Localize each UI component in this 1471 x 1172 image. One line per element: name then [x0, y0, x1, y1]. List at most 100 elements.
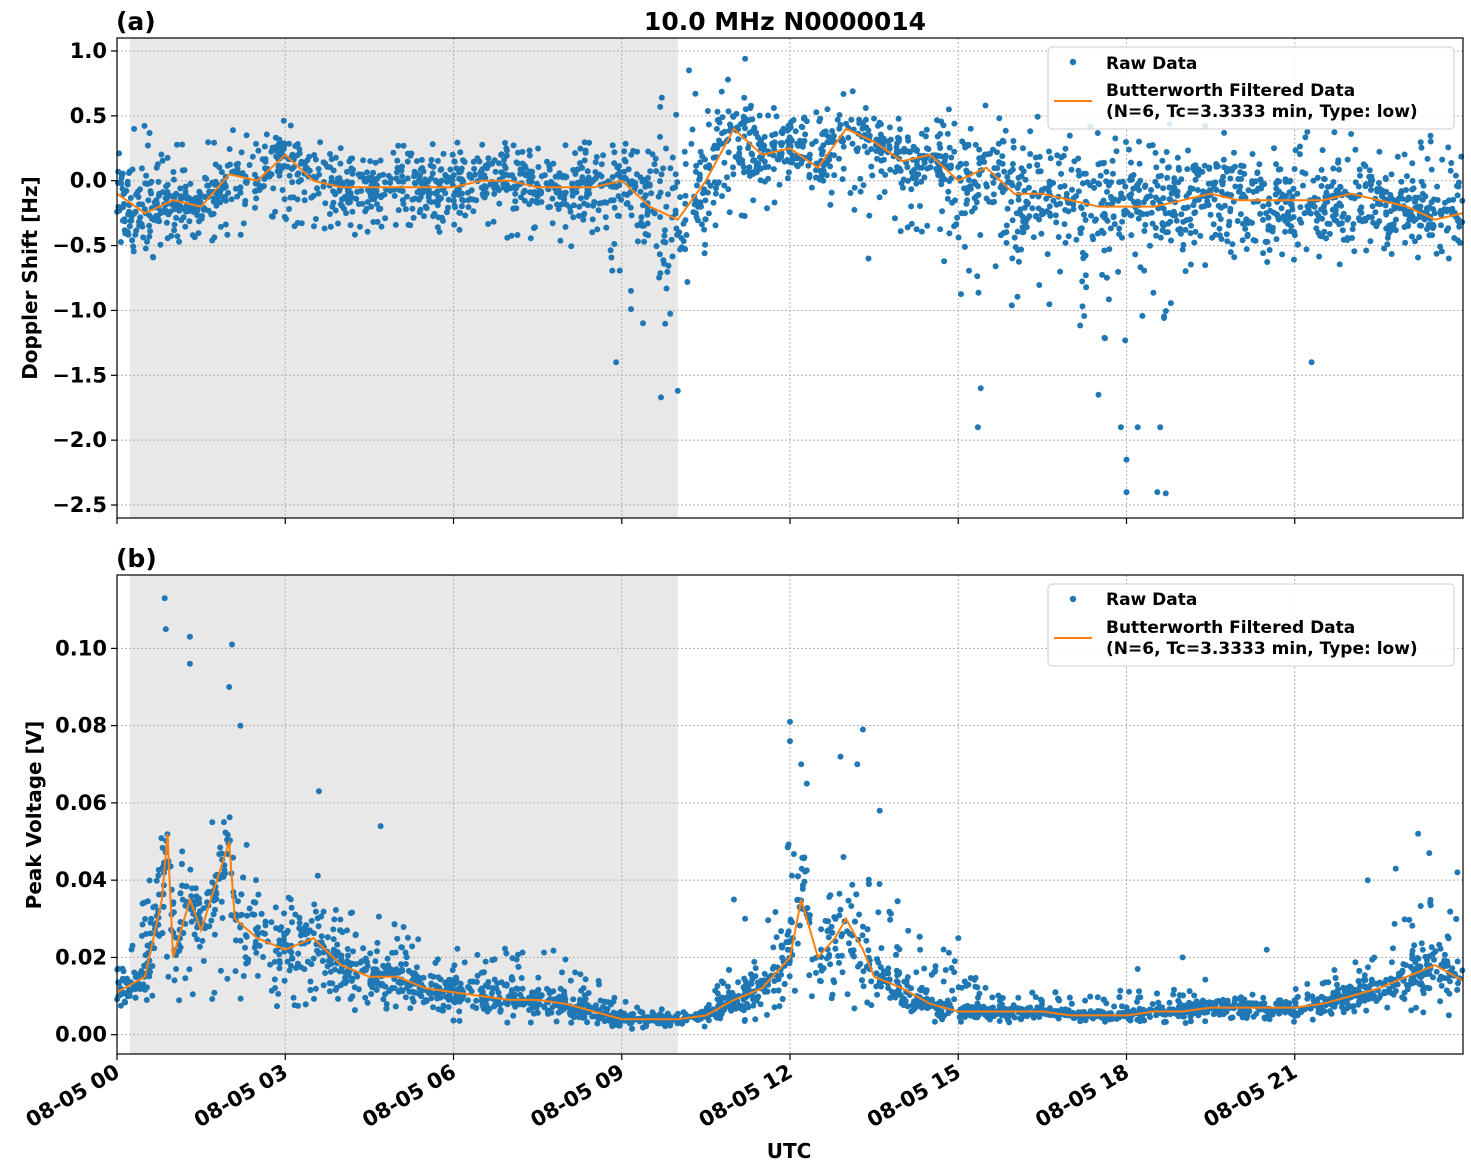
raw-data-point — [342, 193, 349, 200]
raw-data-point — [511, 185, 518, 191]
raw-data-point — [1418, 178, 1425, 185]
raw-data-point — [1443, 208, 1450, 215]
raw-data-point — [900, 176, 907, 183]
raw-data-point — [392, 1003, 399, 1010]
raw-data-point — [1267, 207, 1274, 214]
raw-data-point — [1423, 961, 1430, 968]
raw-data-point — [922, 989, 929, 996]
raw-data-point — [210, 911, 217, 918]
raw-data-point — [694, 217, 701, 224]
raw-data-point — [187, 866, 194, 873]
raw-data-point — [1192, 176, 1199, 183]
raw-data-point — [1412, 238, 1418, 245]
raw-data-point — [274, 1003, 280, 1010]
raw-data-point — [235, 898, 241, 905]
raw-data-point — [764, 1011, 770, 1018]
raw-data-point — [345, 188, 351, 195]
raw-data-point — [1367, 238, 1374, 245]
raw-data-point — [1340, 1009, 1347, 1016]
raw-data-point — [769, 965, 776, 972]
raw-data-point — [1191, 239, 1198, 246]
raw-data-point — [491, 190, 498, 197]
raw-data-point — [146, 233, 153, 240]
raw-data-point — [1390, 221, 1397, 228]
raw-data-point — [859, 125, 866, 132]
raw-data-point — [485, 221, 492, 227]
raw-data-point — [1136, 1005, 1143, 1012]
raw-data-point — [1397, 190, 1404, 197]
raw-data-point — [388, 175, 394, 182]
raw-data-point — [880, 135, 887, 142]
raw-data-point — [1162, 210, 1169, 217]
raw-data-point — [776, 181, 783, 188]
raw-data-point — [416, 172, 423, 179]
raw-data-point — [945, 949, 952, 956]
raw-data-point — [577, 145, 584, 152]
raw-data-point — [1445, 1012, 1452, 1019]
raw-data-point — [260, 183, 266, 190]
raw-data-point — [1122, 183, 1129, 190]
raw-data-point — [802, 131, 809, 138]
raw-data-point — [611, 149, 618, 156]
raw-data-point — [1057, 268, 1064, 275]
raw-data-point — [702, 197, 709, 204]
raw-data-point — [1302, 170, 1309, 177]
raw-data-point — [1362, 977, 1369, 983]
raw-data-point — [1459, 197, 1466, 204]
raw-data-point — [418, 156, 425, 163]
raw-data-point — [701, 250, 708, 257]
raw-data-point — [946, 230, 953, 237]
raw-data-point — [1018, 165, 1025, 172]
raw-data-point — [202, 174, 208, 181]
raw-data-point — [1016, 181, 1023, 188]
raw-data-point — [599, 199, 606, 206]
raw-data-point — [515, 951, 521, 958]
raw-data-outlier — [1095, 391, 1102, 398]
raw-data-point — [1082, 272, 1089, 279]
raw-data-point — [752, 1016, 759, 1023]
raw-data-point — [1319, 980, 1326, 987]
raw-data-point — [1136, 187, 1142, 193]
raw-data-point — [752, 965, 759, 972]
raw-data-point — [785, 122, 792, 129]
raw-data-point — [1168, 237, 1174, 244]
raw-data-point — [367, 158, 374, 165]
raw-data-point — [955, 234, 962, 241]
raw-data-point — [972, 974, 979, 981]
raw-data-point — [1315, 212, 1322, 219]
raw-data-point — [1362, 183, 1369, 190]
raw-data-point — [1182, 205, 1189, 212]
raw-data-point — [818, 926, 825, 933]
raw-data-point — [596, 981, 602, 988]
raw-data-point — [1179, 246, 1186, 253]
raw-data-point — [144, 898, 151, 905]
raw-data-point — [272, 134, 279, 141]
raw-data-point — [698, 203, 704, 210]
raw-data-point — [456, 226, 463, 233]
raw-data-point — [657, 103, 664, 110]
raw-data-point — [688, 140, 695, 147]
raw-data-point — [495, 187, 502, 194]
raw-data-point — [1372, 209, 1379, 216]
raw-data-point — [809, 141, 816, 147]
raw-data-point — [958, 1018, 964, 1025]
raw-data-point — [873, 136, 880, 143]
raw-data-point — [942, 967, 949, 973]
raw-data-point — [459, 996, 465, 1003]
raw-data-point — [1220, 156, 1227, 163]
raw-data-point — [1187, 185, 1194, 192]
raw-data-point — [276, 960, 283, 966]
raw-data-point — [320, 183, 327, 190]
raw-data-point — [1039, 207, 1045, 214]
raw-data-point — [1403, 962, 1409, 969]
raw-data-point — [268, 919, 275, 926]
raw-data-point — [286, 206, 293, 212]
raw-data-point — [976, 155, 983, 162]
raw-data-point — [1073, 193, 1079, 200]
raw-data-point — [1167, 300, 1174, 307]
raw-data-point — [976, 160, 983, 167]
raw-data-point — [1210, 1011, 1217, 1018]
raw-data-point — [748, 971, 754, 978]
raw-data-point — [515, 149, 521, 156]
raw-data-point — [1216, 232, 1223, 239]
